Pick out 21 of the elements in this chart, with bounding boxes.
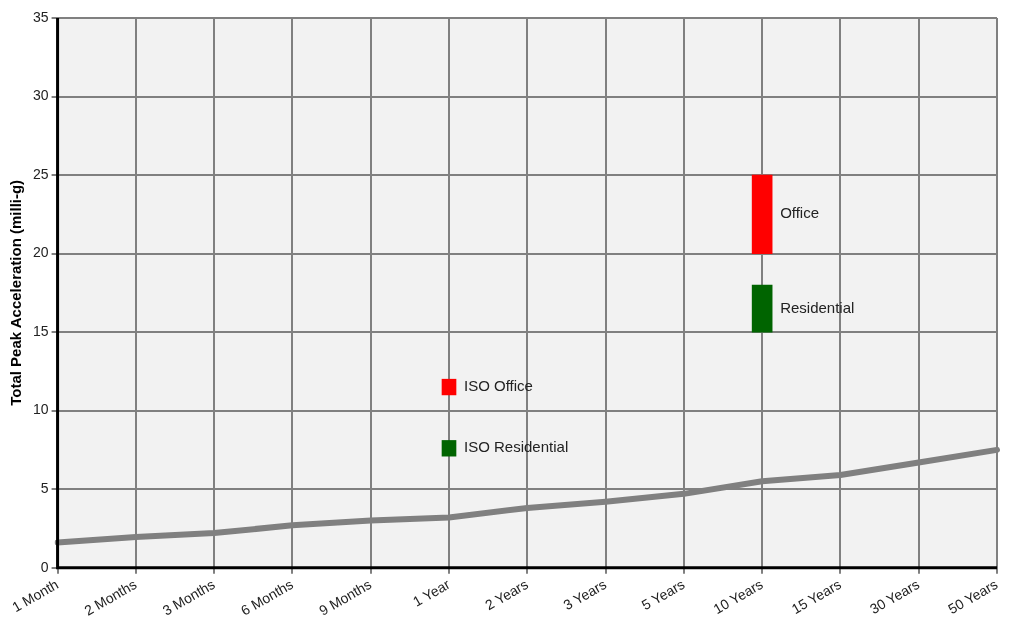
- series-label: Office: [780, 204, 820, 222]
- y-tick-label: 5: [40, 479, 49, 496]
- y-tick-label: 35: [32, 8, 49, 25]
- series-label: Residential: [780, 298, 855, 316]
- y-tick-label: 30: [32, 87, 49, 104]
- x-tick-label: 50 Years: [945, 576, 1001, 618]
- y-tick-label: 0: [40, 558, 49, 575]
- y-tick-label: 10: [32, 401, 49, 418]
- x-tick-label: 1 Year: [410, 575, 453, 610]
- x-tick-label: 10 Years: [710, 576, 766, 618]
- series-label: ISO Residential: [464, 438, 569, 456]
- y-tick-label: 15: [32, 322, 49, 339]
- x-tick-label: 3 Years: [560, 576, 609, 614]
- x-tick-label: 30 Years: [867, 576, 923, 618]
- y-tick-label: 25: [32, 165, 49, 182]
- x-tick-label: 15 Years: [788, 576, 844, 618]
- x-tick-label: 2 Years: [482, 576, 531, 614]
- y-axis-title: Total Peak Acceleration (milli-g): [7, 179, 25, 406]
- x-tick-label: 5 Years: [638, 576, 688, 614]
- y-tick-label: 20: [32, 244, 49, 261]
- series-label: ISO Office: [464, 377, 533, 395]
